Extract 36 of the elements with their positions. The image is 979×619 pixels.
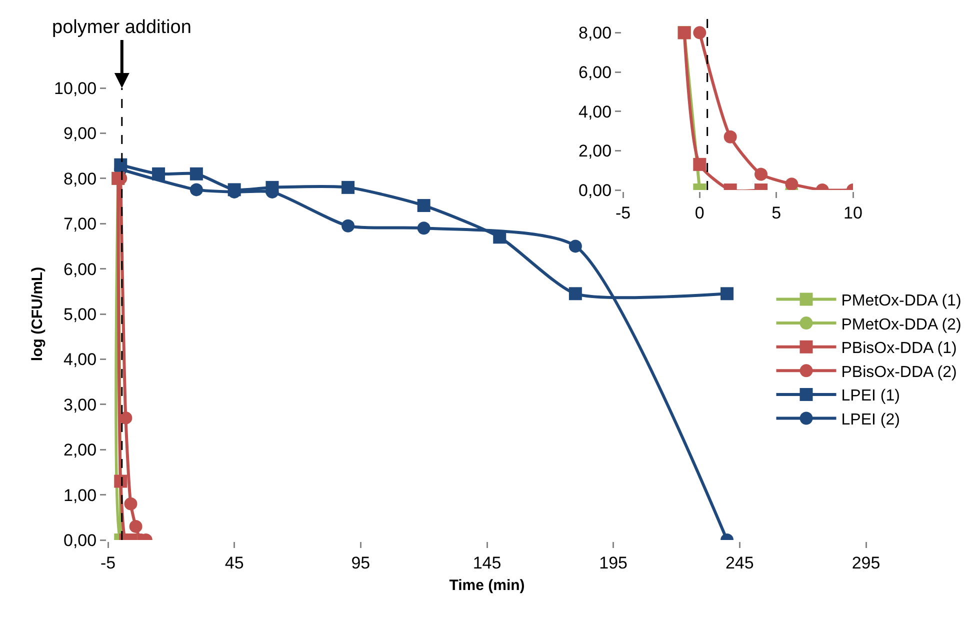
y-tick-label: 4,00 — [64, 350, 97, 370]
x-tick-label: 0 — [694, 203, 704, 222]
legend-label: PBisOx-DDA (1) — [841, 340, 957, 358]
legend-label: PBisOx-DDA (2) — [841, 364, 957, 381]
ref-line-label: polymer addition — [52, 17, 192, 38]
x-tick-label: 145 — [472, 553, 502, 572]
y-tick-label: 9,00 — [64, 124, 97, 144]
x-axis-title: Time (min) — [449, 576, 525, 594]
y-tick-label: 5,00 — [64, 304, 97, 324]
legend-label: PMetOx-DDA (1) — [841, 292, 962, 310]
x-tick-label: 45 — [224, 553, 244, 572]
x-tick-label: 245 — [725, 553, 754, 572]
y-tick-label: 0,00 — [578, 180, 612, 200]
y-tick-label: 4,00 — [578, 102, 612, 122]
x-tick-label: -5 — [100, 553, 116, 572]
y-tick-label: 1,00 — [64, 486, 97, 505]
x-tick-label: -5 — [615, 203, 631, 222]
x-tick-label: 10 — [844, 203, 862, 222]
x-tick-label: 5 — [772, 203, 782, 222]
x-tick-label: 295 — [852, 553, 880, 572]
x-tick-label: 195 — [599, 553, 628, 572]
y-tick-label: 8,00 — [578, 24, 612, 43]
y-tick-label: 6,00 — [64, 260, 97, 279]
legend-label: PMetOx-DDA (2) — [841, 316, 962, 334]
y-tick-label: 3,00 — [64, 395, 97, 414]
y-axis-title: log (CFU/mL) — [28, 266, 46, 362]
legend-label: LPEI (1) — [841, 388, 900, 405]
y-tick-label: 2,00 — [578, 142, 612, 161]
y-tick-label: 0,00 — [64, 530, 97, 550]
y-tick-label: 7,00 — [64, 214, 97, 234]
y-tick-label: 10,00 — [54, 78, 97, 98]
y-tick-label: 6,00 — [578, 62, 612, 82]
x-tick-label: 95 — [351, 553, 370, 572]
y-tick-label: 8,00 — [64, 169, 97, 188]
y-tick-label: 2,00 — [64, 440, 97, 460]
legend-label: LPEI (2) — [841, 412, 900, 428]
